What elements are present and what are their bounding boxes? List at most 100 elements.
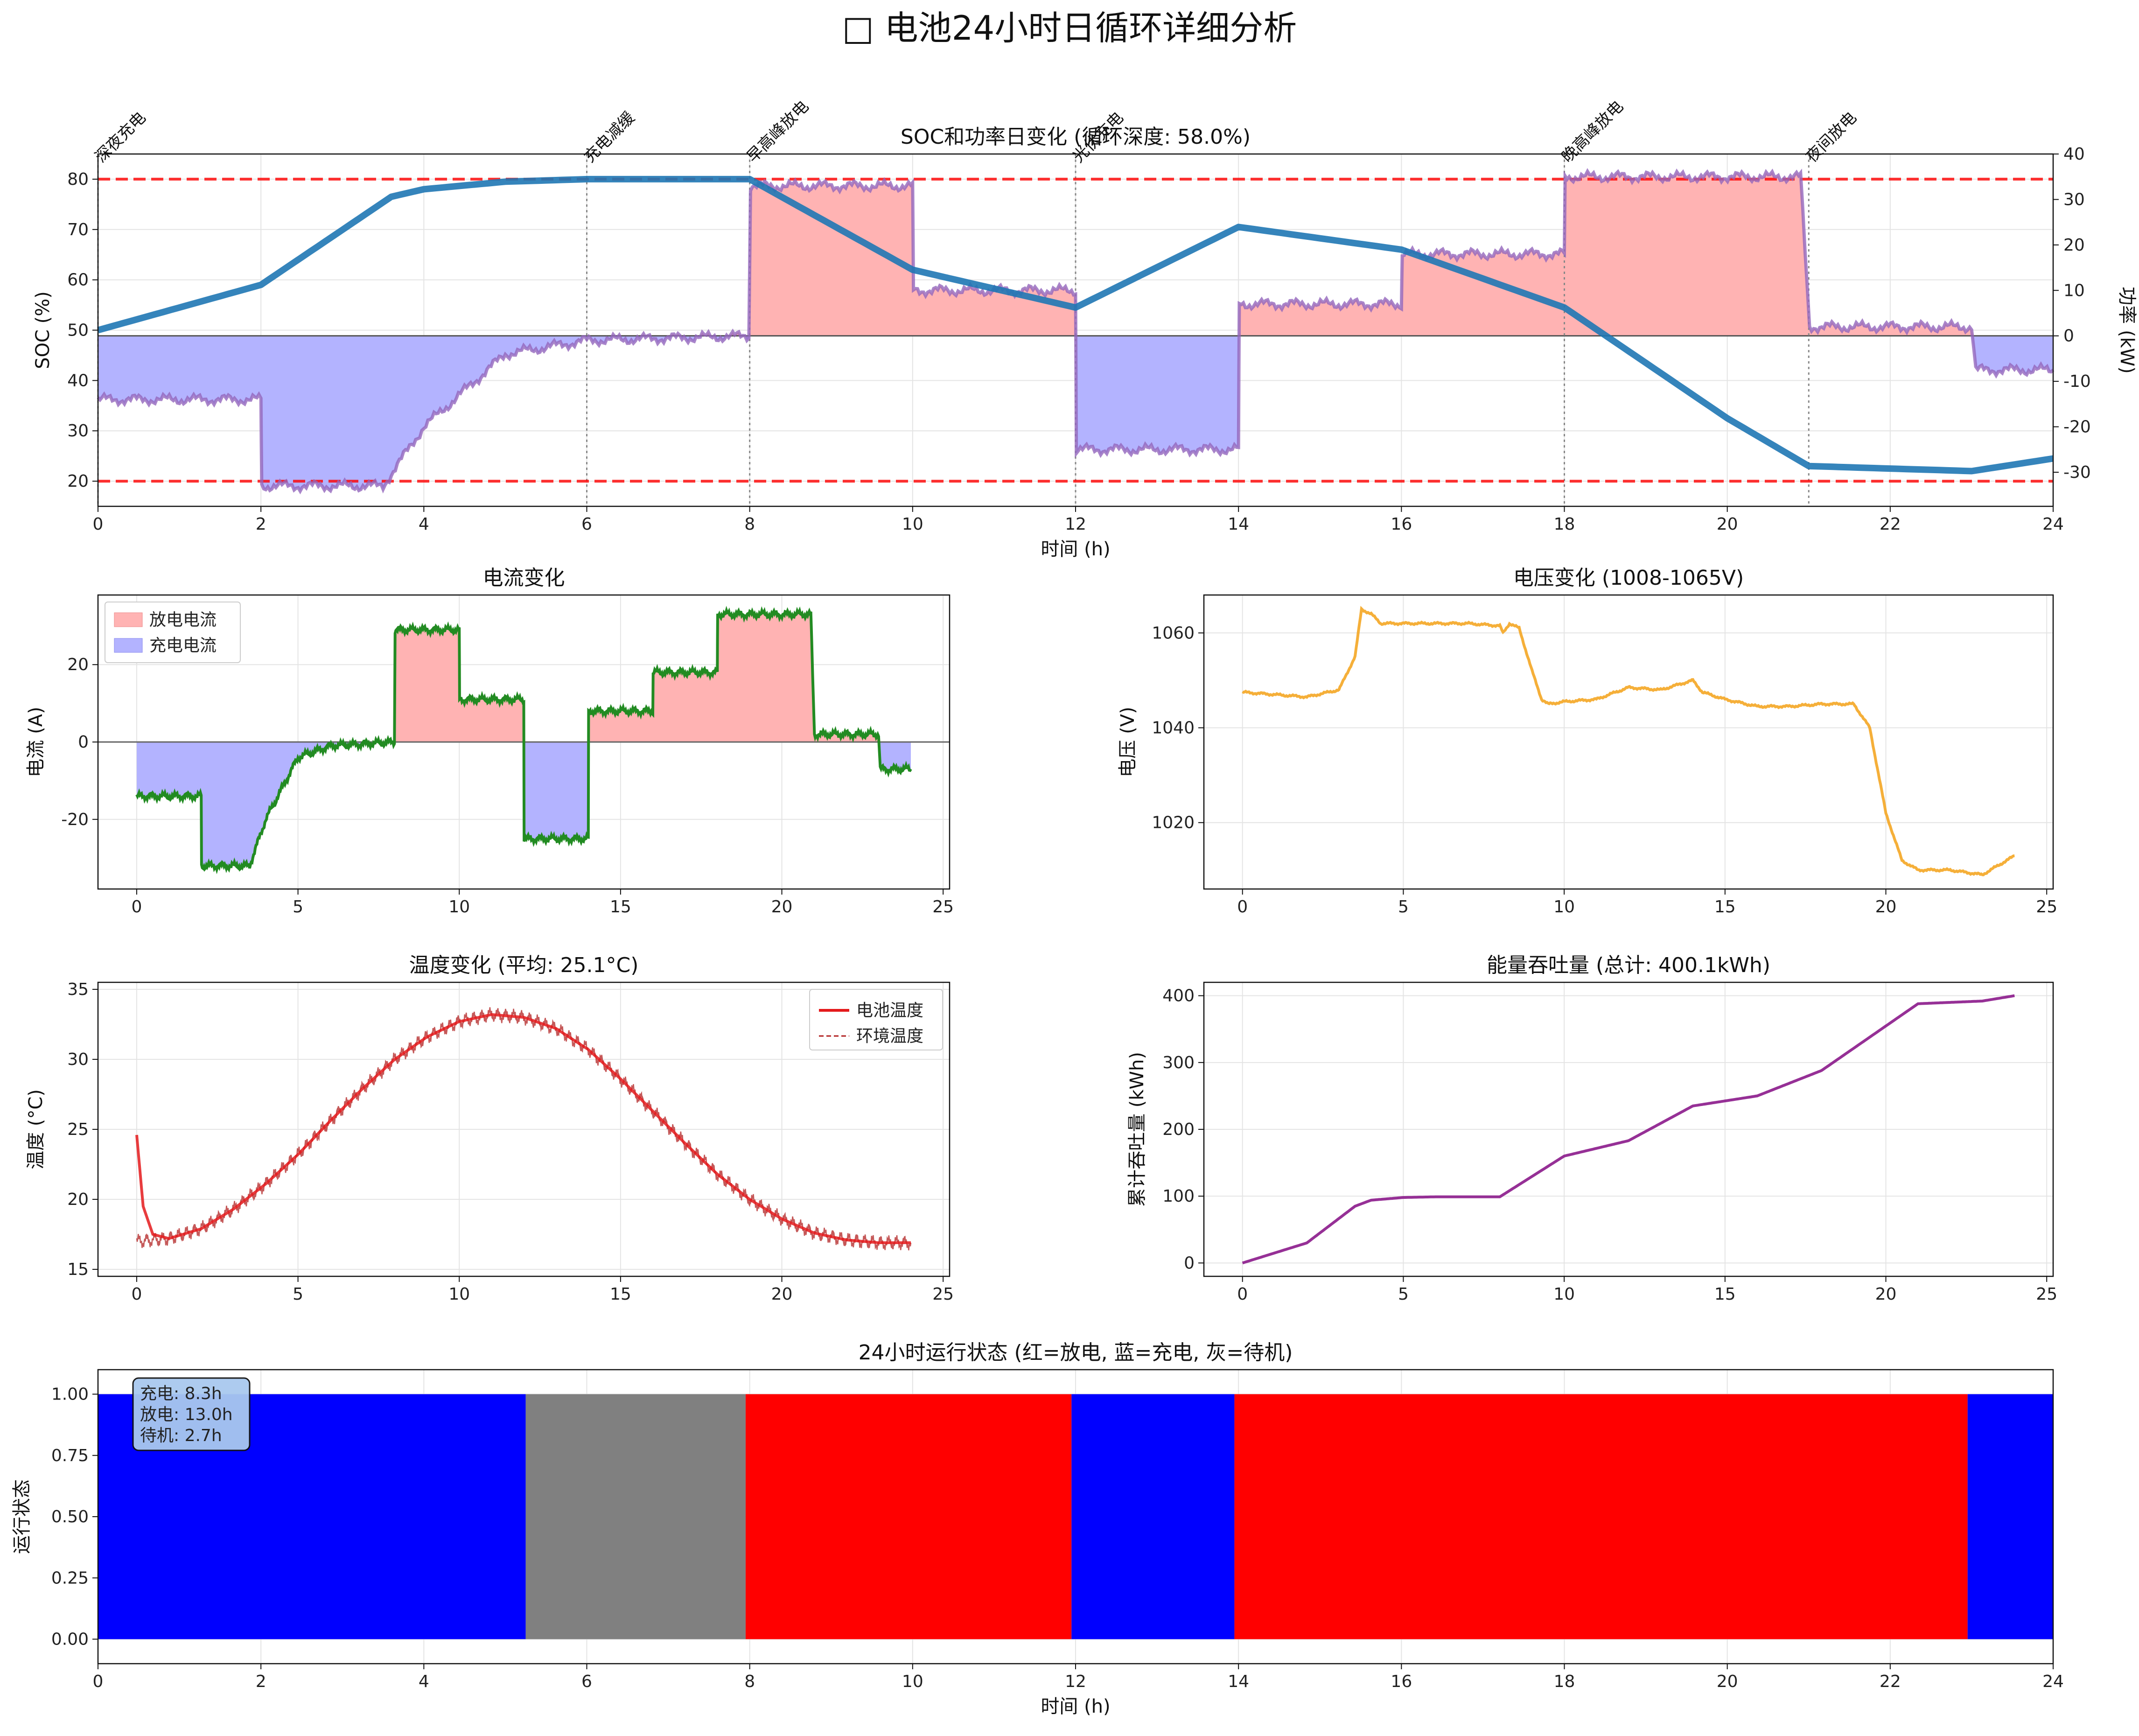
y2-tick-label: -20 xyxy=(2063,418,2091,437)
y2-tick-label: 30 xyxy=(2063,190,2085,209)
summary-line: 待机: 2.7h xyxy=(140,1426,222,1445)
plot-frame xyxy=(1203,594,2054,890)
phase-marker-label: 夜间放电 xyxy=(1802,108,1860,166)
legend-box xyxy=(809,989,943,1050)
x-tick-label: 4 xyxy=(419,1672,429,1691)
summary-line: 放电: 13.0h xyxy=(140,1405,233,1424)
x-tick-label: 5 xyxy=(1398,1285,1409,1304)
y-tick-label: 0 xyxy=(1184,1253,1195,1273)
y-tick-label: 25 xyxy=(67,1120,89,1139)
x-tick-label: 15 xyxy=(1714,1285,1736,1304)
state-segment-discharge xyxy=(1234,1394,1968,1639)
y2-axis-label: 功率 (kW) xyxy=(2116,287,2138,374)
x-tick-label: 25 xyxy=(2036,1285,2057,1304)
x-tick-label: 20 xyxy=(771,1285,793,1304)
chart-temperature: 0 5 10 15 20 25 15 20 25 30 35 温度变化 (平均: 25.1°C) 温度 … xyxy=(25,953,954,1304)
soc-series-line xyxy=(97,175,2054,475)
y-tick-label: 0.75 xyxy=(51,1446,89,1465)
y-tick-label: 300 xyxy=(1162,1053,1195,1072)
x-tick-label: 5 xyxy=(1398,897,1409,917)
x-tick-label: 10 xyxy=(1553,1285,1575,1304)
figure-title: □ 电池24小时日循环详细分析 xyxy=(842,8,1297,48)
x-axis-label: 时间 (h) xyxy=(1041,539,1110,560)
x-tick-label: 8 xyxy=(744,1672,755,1691)
phase-marker-label: 晚高峰放电 xyxy=(1558,97,1627,166)
x-tick-label: 14 xyxy=(1228,1672,1249,1691)
y-tick-label: 60 xyxy=(67,271,89,290)
y-axis-label: 累计吞吐量 (kWh) xyxy=(1126,1052,1148,1207)
panel-title: 电流变化 xyxy=(483,566,565,590)
summary-background xyxy=(132,1377,251,1451)
chart-throughput: 0 5 10 15 20 25 0 100 200 300 400 能量吞吐量 (总计: 400.1k… xyxy=(1126,953,2057,1304)
x-tick-label: 20 xyxy=(1875,1285,1897,1304)
y-tick-label: 1060 xyxy=(1152,623,1195,643)
x-tick-label: 10 xyxy=(448,1285,470,1304)
power-charge-area xyxy=(98,336,2053,491)
x-tick-label: 25 xyxy=(932,897,954,917)
y-tick-label: 15 xyxy=(67,1260,89,1279)
y2-tick-label: 0 xyxy=(2063,327,2074,346)
x-tick-label: 22 xyxy=(1880,515,1901,534)
y2-tick-label: -10 xyxy=(2063,372,2091,391)
y-axis-label: SOC (%) xyxy=(32,291,54,369)
x-tick-label: 15 xyxy=(610,1285,631,1304)
current-charge-area xyxy=(136,742,911,870)
power-series-line xyxy=(97,168,2055,495)
y-tick-label: 30 xyxy=(67,421,89,441)
legend-swatch-charge xyxy=(114,638,143,653)
x-tick-label: 18 xyxy=(1554,515,1575,534)
state-segment-discharge xyxy=(745,1394,1072,1639)
y-tick-label: 1020 xyxy=(1152,813,1195,833)
phase-marker-label: 充电减缓 xyxy=(580,108,638,166)
y-tick-label: 0.25 xyxy=(51,1568,89,1588)
state-summary-box: 充电: 8.3h 放电: 13.0h 待机: 2.7h xyxy=(132,1377,251,1451)
y-tick-label: 0.50 xyxy=(51,1507,89,1526)
x-tick-label: 14 xyxy=(1228,515,1249,534)
x-tick-label: 15 xyxy=(610,897,631,917)
x-tick-label: 16 xyxy=(1391,515,1412,534)
x-tick-label: 0 xyxy=(1237,897,1248,917)
y-tick-label: 80 xyxy=(67,170,89,189)
state-segment-charge xyxy=(1071,1394,1235,1639)
summary-line: 充电: 8.3h xyxy=(140,1384,222,1403)
x-tick-label: 8 xyxy=(744,515,755,534)
x-tick-label: 12 xyxy=(1065,1672,1086,1691)
x-tick-label: 12 xyxy=(1065,515,1086,534)
state-segment-idle xyxy=(525,1394,746,1639)
x-tick-label: 20 xyxy=(771,897,793,917)
y2-tick-label: 20 xyxy=(2063,236,2085,255)
x-tick-label: 16 xyxy=(1391,1672,1412,1691)
legend-label-discharge: 放电电流 xyxy=(149,610,217,630)
y-tick-label: 0.00 xyxy=(51,1630,89,1649)
chart-state: 0 2 4 6 8 10 12 14 16 18 20 22 240.000.250.500.751.0… xyxy=(11,1341,2064,1717)
y-tick-label: 1.00 xyxy=(51,1385,89,1404)
throughput-series-line xyxy=(1242,994,2015,1265)
x-tick-label: 20 xyxy=(1875,897,1897,917)
panel-title: 能量吞吐量 (总计: 400.1kWh) xyxy=(1487,953,1770,977)
y2-tick-label: 40 xyxy=(2063,145,2085,164)
y-tick-label: 400 xyxy=(1162,987,1195,1006)
x-tick-label: 24 xyxy=(2042,515,2064,534)
x-tick-label: 25 xyxy=(2036,897,2057,917)
y-tick-label: 1040 xyxy=(1152,719,1195,738)
x-tick-label: 22 xyxy=(1880,1672,1901,1691)
x-tick-label: 6 xyxy=(581,1672,592,1691)
y-tick-label: 35 xyxy=(67,980,89,999)
x-tick-label: 5 xyxy=(293,1285,303,1304)
y-tick-label: 100 xyxy=(1162,1187,1195,1206)
x-tick-label: 2 xyxy=(256,515,266,534)
y-tick-label: 70 xyxy=(67,220,89,239)
y-axis-label: 运行状态 xyxy=(11,1479,33,1554)
x-tick-label: 0 xyxy=(93,515,104,534)
voltage-series-line xyxy=(1242,606,2015,876)
phase-marker-label: 深夜充电 xyxy=(91,108,149,166)
x-tick-label: 0 xyxy=(132,1285,142,1304)
x-tick-label: 10 xyxy=(1553,897,1575,917)
state-segment-charge xyxy=(1967,1394,2053,1639)
panel-title: 温度变化 (平均: 25.1°C) xyxy=(409,953,639,977)
